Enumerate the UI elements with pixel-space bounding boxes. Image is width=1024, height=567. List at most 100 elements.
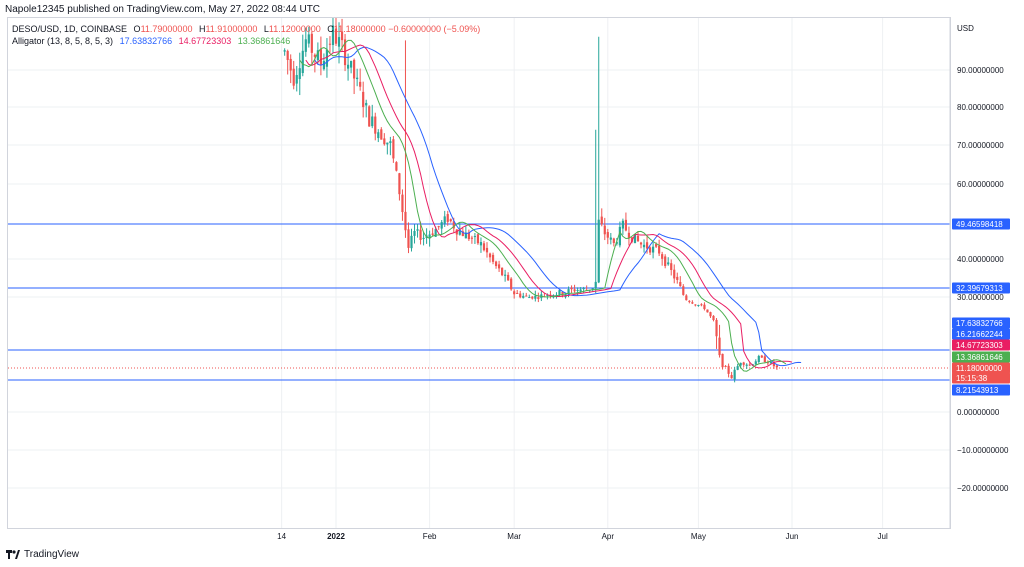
lips-value: 13.36861646 (237, 36, 291, 46)
candle-body (482, 243, 486, 251)
candle-body (283, 50, 286, 52)
footer-brand[interactable]: TradingView (6, 549, 79, 560)
price-tag-jaw (952, 317, 1010, 329)
candle-body (350, 60, 353, 68)
candle-body (615, 242, 618, 244)
price-tag-label: 32.39679313 (956, 284, 1003, 293)
candle-body (371, 116, 374, 127)
candle-body (334, 28, 338, 44)
candle-body (739, 362, 742, 366)
candle-body (337, 37, 341, 47)
candle-body (491, 254, 495, 262)
candle-body (428, 234, 431, 239)
candle-body (362, 91, 365, 108)
open-value: 11.79000000 (140, 24, 193, 34)
candle-body (461, 231, 464, 237)
low-label: L (263, 24, 269, 34)
candle-body (534, 295, 537, 299)
candle-body (398, 173, 401, 195)
candle-body (618, 226, 621, 246)
candle-body (609, 237, 612, 240)
candle-body (440, 222, 443, 229)
candle-body (528, 297, 531, 299)
candle-body (664, 256, 667, 267)
candle-body (682, 286, 685, 295)
y-tick-label: 30.00000000 (957, 293, 1004, 302)
y-tick-label: −20.00000000 (957, 484, 1009, 493)
candle-body (676, 276, 679, 280)
publisher-caption: Napole12345 published on TradingView.com… (5, 4, 321, 15)
price-tag-label: 8.21543913 (956, 386, 999, 395)
candle-body (648, 247, 652, 253)
candle-body (473, 236, 477, 238)
candle-body (724, 365, 727, 367)
y-tick-label: 0.00000000 (957, 408, 1000, 417)
candle-body (365, 102, 368, 106)
candle-body (513, 291, 516, 295)
candle-body (325, 49, 329, 67)
candle-body (377, 132, 380, 139)
candle-body (558, 290, 561, 295)
price-tag-last (952, 362, 1010, 374)
candle-body (679, 281, 682, 287)
high-value: 11.91000000 (205, 24, 258, 34)
price-tag-teeth (952, 339, 1010, 351)
candle-body (286, 50, 289, 61)
close-label: C (327, 24, 334, 34)
candle-body (600, 216, 603, 225)
indicator-name[interactable]: Alligator (13, 8, 5, 8, 5, 3) (12, 36, 114, 46)
candle-body (353, 59, 356, 79)
candle-body (627, 232, 631, 239)
candle-body (295, 75, 298, 84)
candle-body (322, 60, 326, 70)
candle-body (383, 138, 386, 145)
candle-body (633, 234, 637, 244)
symbol-name[interactable]: DESO/USD, 1D, COINBASE (12, 24, 128, 34)
candle-body (359, 81, 362, 87)
candle-body (549, 294, 552, 296)
candle-body (624, 219, 628, 231)
candle-body (567, 289, 570, 295)
candle-body (343, 39, 347, 66)
open-label: O (133, 24, 141, 34)
candle-body (525, 295, 528, 297)
candle-body (507, 274, 510, 281)
price-tag-label: 17.63832766 (956, 319, 1003, 328)
candle-body (733, 369, 736, 380)
symbol-legend: DESO/USD, 1D, COINBASE O11.79000000 H11.… (12, 24, 480, 34)
candle-body (313, 54, 316, 57)
x-tick-label: May (691, 532, 706, 541)
candle-body (775, 365, 779, 368)
close-value: 11.18000000 (333, 24, 386, 34)
price-tag-lips (952, 351, 1010, 363)
candle-body (697, 304, 700, 306)
candle-body (485, 247, 489, 253)
candle-body (307, 34, 310, 44)
candle-body (766, 362, 769, 364)
y-tick-label: 90.00000000 (957, 66, 1004, 75)
candle-body (621, 220, 624, 229)
candle-body (630, 237, 634, 242)
candle-body (597, 219, 600, 283)
candle-body (458, 230, 461, 235)
candle-body (389, 141, 392, 144)
candle-body (437, 226, 440, 228)
x-tick-label: Mar (507, 532, 521, 541)
y-tick-label: −10.00000000 (957, 446, 1009, 455)
candle-body (292, 68, 295, 86)
candle-body (446, 214, 449, 222)
candle-body (570, 287, 573, 290)
candle-body (497, 264, 501, 269)
candles (283, 18, 802, 383)
y-tick-label: 60.00000000 (957, 180, 1004, 189)
candle-body (639, 242, 643, 245)
candle-body (522, 295, 525, 298)
candle-body (694, 304, 697, 306)
candle-body (340, 31, 344, 41)
candle-body (591, 288, 594, 290)
candle-body (510, 278, 513, 290)
alligator-teeth-line (305, 44, 793, 369)
candle-body (464, 232, 467, 239)
candle-body (579, 289, 582, 292)
